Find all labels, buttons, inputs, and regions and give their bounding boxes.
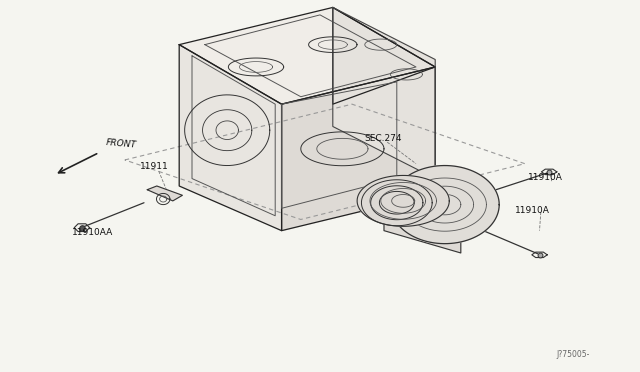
Polygon shape — [384, 179, 461, 253]
Text: 11910A: 11910A — [515, 206, 550, 215]
Text: 11911: 11911 — [140, 162, 168, 171]
Polygon shape — [333, 7, 435, 179]
Polygon shape — [357, 176, 449, 226]
Text: J?75005-: J?75005- — [557, 350, 590, 359]
Text: 11910AA: 11910AA — [72, 228, 113, 237]
Polygon shape — [179, 45, 282, 231]
Text: 11910A: 11910A — [528, 173, 563, 182]
Polygon shape — [282, 67, 435, 231]
Text: FRONT: FRONT — [106, 138, 137, 150]
Polygon shape — [333, 7, 435, 104]
Text: SEC.274: SEC.274 — [365, 134, 403, 143]
Polygon shape — [390, 166, 499, 244]
Polygon shape — [147, 186, 182, 201]
Polygon shape — [179, 7, 435, 104]
